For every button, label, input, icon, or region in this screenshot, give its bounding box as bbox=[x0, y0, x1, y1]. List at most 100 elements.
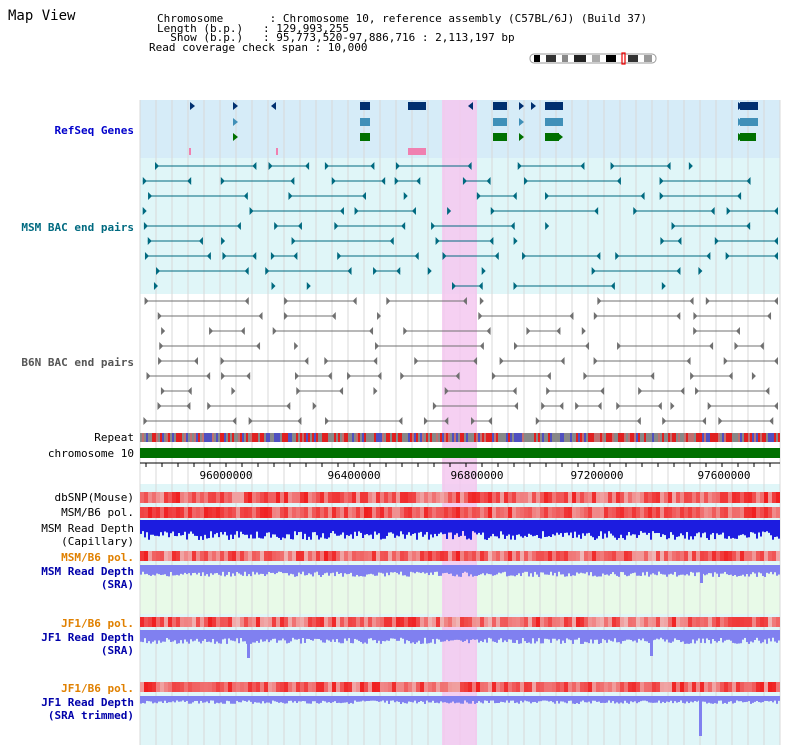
read-depth-bar bbox=[516, 520, 518, 535]
polymorphism-cell bbox=[736, 492, 740, 503]
read-depth-bar bbox=[424, 630, 426, 638]
bac-end-marker bbox=[389, 237, 394, 245]
polymorphism-cell bbox=[776, 507, 780, 518]
repeat-element bbox=[368, 433, 370, 442]
read-depth-bar bbox=[200, 520, 202, 537]
bac-end-marker bbox=[488, 417, 493, 425]
polymorphism-cell bbox=[380, 682, 384, 692]
polymorphism-cell bbox=[336, 617, 340, 627]
read-depth-bar bbox=[570, 520, 572, 533]
read-depth-bar bbox=[276, 565, 278, 574]
read-depth-bar bbox=[640, 630, 642, 641]
polymorphism-cell bbox=[708, 682, 712, 692]
read-depth-bar bbox=[256, 565, 258, 573]
read-depth-bar bbox=[198, 696, 200, 704]
read-depth-bar bbox=[412, 565, 414, 573]
polymorphism-cell bbox=[192, 551, 196, 561]
bac-end-marker bbox=[499, 357, 504, 365]
polymorphism-cell bbox=[616, 507, 620, 518]
read-depth-bar bbox=[284, 565, 286, 574]
read-depth-bar bbox=[560, 520, 562, 534]
read-depth-bar bbox=[430, 520, 432, 535]
repeat-element bbox=[328, 433, 330, 442]
read-depth-bar bbox=[646, 565, 648, 572]
read-depth-bar bbox=[472, 630, 474, 640]
read-depth-bar bbox=[144, 630, 146, 639]
polymorphism-cell bbox=[480, 617, 484, 627]
bac-end-marker bbox=[432, 402, 437, 410]
read-depth-bar bbox=[688, 630, 690, 644]
read-depth-bar bbox=[740, 565, 742, 576]
polymorphism-cell bbox=[556, 551, 560, 561]
polymorphism-cell bbox=[652, 551, 656, 561]
repeat-element bbox=[256, 433, 258, 442]
read-depth-bar bbox=[264, 696, 266, 704]
polymorphism-cell bbox=[208, 617, 212, 627]
bac-end-marker bbox=[671, 222, 676, 230]
repeat-element bbox=[204, 433, 206, 442]
polymorphism-cell bbox=[716, 507, 720, 518]
read-depth-bar bbox=[564, 630, 566, 644]
polymorphism-cell bbox=[752, 492, 756, 503]
polymorphism-cell bbox=[444, 617, 448, 627]
read-depth-bar bbox=[286, 565, 288, 574]
polymorphism-cell bbox=[688, 551, 692, 561]
polymorphism-cell bbox=[468, 507, 472, 518]
polymorphism-cell bbox=[316, 551, 320, 561]
read-depth-bar bbox=[418, 565, 420, 573]
read-depth-bar bbox=[554, 565, 556, 573]
read-depth-bar bbox=[676, 630, 678, 640]
read-depth-bar bbox=[440, 565, 442, 576]
read-depth-bar bbox=[334, 630, 336, 642]
polymorphism-cell bbox=[708, 507, 712, 518]
read-depth-bar bbox=[676, 696, 678, 703]
polymorphism-cell bbox=[620, 507, 624, 518]
polymorphism-cell bbox=[204, 551, 208, 561]
polymorphism-cell bbox=[288, 551, 292, 561]
read-depth-bar bbox=[322, 565, 324, 575]
polymorphism-cell bbox=[612, 492, 616, 503]
read-depth-bar bbox=[372, 696, 374, 701]
read-depth-bar bbox=[454, 565, 456, 577]
polymorphism-cell bbox=[608, 617, 612, 627]
read-depth-bar bbox=[140, 696, 142, 704]
read-depth-bar bbox=[776, 565, 778, 576]
repeat-element bbox=[712, 433, 714, 442]
polymorphism-cell bbox=[272, 682, 276, 692]
bac-end-marker bbox=[650, 372, 655, 380]
polymorphism-cell bbox=[164, 551, 168, 561]
bac-end-marker bbox=[381, 177, 386, 185]
read-depth-bar bbox=[142, 630, 144, 643]
read-depth-bar bbox=[168, 696, 170, 703]
chromosome-ideogram[interactable] bbox=[528, 52, 658, 66]
repeat-element bbox=[288, 433, 290, 442]
polymorphism-cell bbox=[308, 682, 312, 692]
polymorphism-cell bbox=[520, 551, 524, 561]
repeat-element bbox=[482, 433, 484, 442]
read-depth-bar bbox=[710, 630, 712, 644]
polymorphism-cell bbox=[708, 492, 712, 503]
read-depth-bar bbox=[330, 696, 332, 704]
read-depth-bar bbox=[262, 630, 264, 642]
read-depth-bar bbox=[706, 565, 708, 575]
repeat-element bbox=[750, 433, 752, 442]
bac-end-marker bbox=[221, 237, 226, 245]
polymorphism-cell bbox=[764, 682, 768, 692]
read-depth-bar bbox=[660, 565, 662, 574]
read-depth-bar bbox=[442, 520, 444, 535]
read-depth-bar bbox=[490, 520, 492, 537]
polymorphism-cell bbox=[764, 492, 768, 503]
polymorphism-cell bbox=[512, 682, 516, 692]
polymorphism-cell bbox=[496, 682, 500, 692]
read-depth-bar bbox=[598, 630, 600, 644]
repeat-element bbox=[416, 433, 418, 442]
read-depth-bar bbox=[714, 696, 716, 704]
read-depth-bar bbox=[410, 520, 412, 536]
bac-end-marker bbox=[489, 237, 494, 245]
read-depth-bar bbox=[734, 630, 736, 644]
polymorphism-cell bbox=[620, 492, 624, 503]
polymorphism-cell bbox=[196, 617, 200, 627]
bac-end-marker bbox=[710, 207, 715, 215]
polymorphism-cell bbox=[212, 507, 216, 518]
